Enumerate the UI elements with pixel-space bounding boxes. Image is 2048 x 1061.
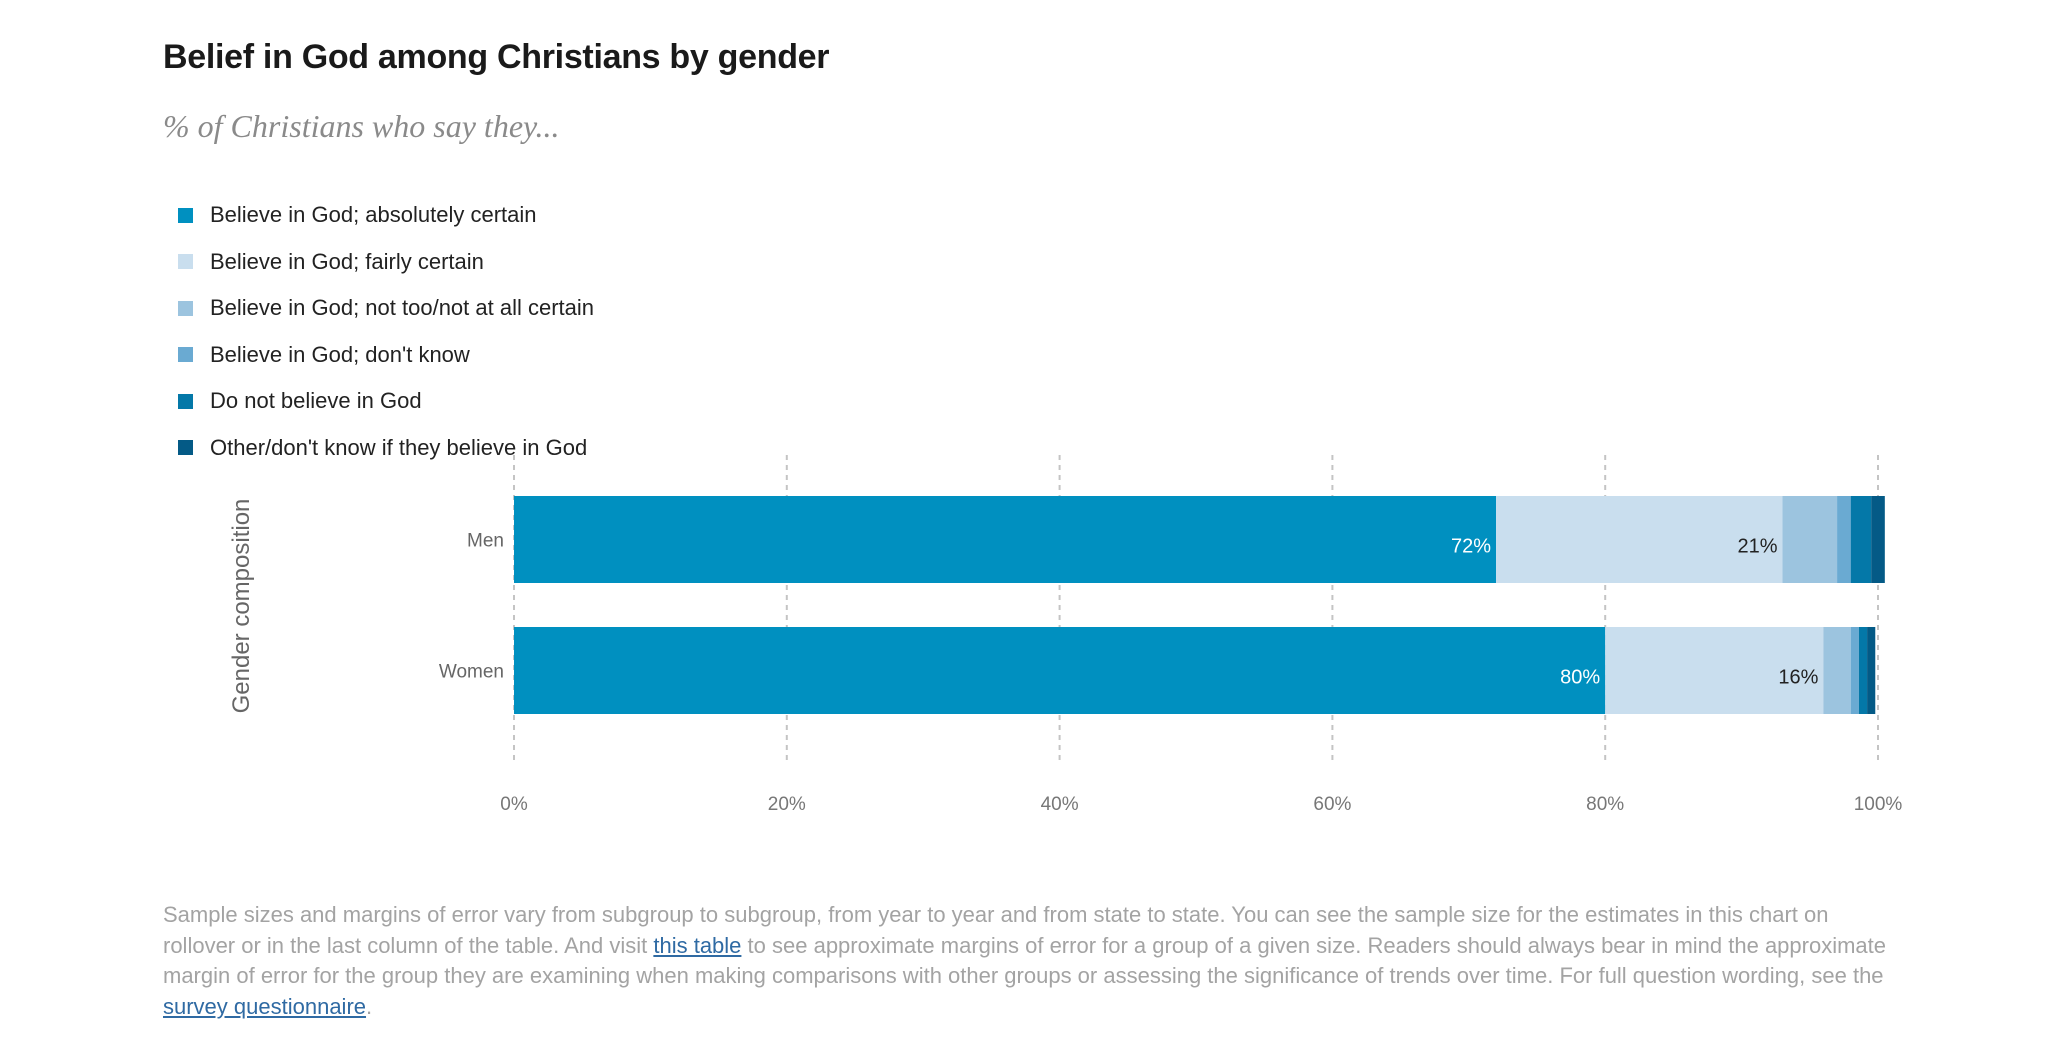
data-label: 16% <box>1778 667 1818 689</box>
legend-label: Believe in God; don't know <box>210 341 470 367</box>
bar-segment <box>1837 496 1851 583</box>
legend-swatch <box>178 440 193 456</box>
legend-swatch <box>178 393 193 409</box>
category-label: Women <box>439 662 504 683</box>
data-label: 80% <box>1560 667 1600 689</box>
legend-item: Believe in God; not too/not at all certa… <box>178 285 594 332</box>
data-label: 21% <box>1737 536 1777 558</box>
legend-label: Do not believe in God <box>210 388 422 414</box>
legend-item: Other/don't know if they believe in God <box>178 425 594 472</box>
chart-legend: Believe in God; absolutely certain Believ… <box>178 192 594 471</box>
legend-swatch <box>178 207 193 223</box>
x-tick-label: 0% <box>500 794 528 815</box>
bar-segment <box>514 496 1497 583</box>
legend-item: Do not believe in God <box>178 378 594 425</box>
legend-label: Believe in God; absolutely certain <box>210 202 537 228</box>
legend-label: Believe in God; fairly certain <box>210 248 484 274</box>
data-label: 72% <box>1451 536 1491 558</box>
category-label: Men <box>467 531 504 552</box>
x-tick-label: 100% <box>1854 794 1903 815</box>
bar-segment <box>514 627 1606 714</box>
footnote-text-2: to see approximate margins of error for … <box>163 932 1887 989</box>
legend-item: Believe in God; fairly certain <box>178 239 594 286</box>
bar-segment <box>1850 627 1859 714</box>
legend-swatch <box>178 254 193 270</box>
legend-item: Believe in God; absolutely certain <box>178 192 594 239</box>
chart-title: Belief in God among Christians by gender <box>163 38 830 76</box>
footnote: Sample sizes and margins of error vary f… <box>163 900 1893 1022</box>
x-tick-label: 20% <box>768 794 806 815</box>
bar-segment <box>1605 627 1824 714</box>
legend-swatch <box>178 347 193 363</box>
legend-swatch <box>178 300 193 316</box>
footnote-text-3: . <box>366 993 373 1019</box>
x-tick-label: 80% <box>1586 794 1624 815</box>
this-table-link[interactable]: this table <box>653 932 742 958</box>
stacked-bar-chart: 0% 20% 40% 60% 80% 100% Men 72% 21% Women 80% 16% <box>439 455 1903 815</box>
legend-label: Other/don't know if they believe in God <box>210 434 588 460</box>
bar-segment <box>1850 496 1872 583</box>
legend-item: Believe in God; don't know <box>178 332 594 379</box>
legend-label: Believe in God; not too/not at all certa… <box>210 295 595 321</box>
survey-questionnaire-link[interactable]: survey questionnaire <box>163 993 367 1019</box>
chart-subtitle: % of Christians who say they... <box>163 108 560 144</box>
bar-segment <box>1823 627 1851 714</box>
footnote-text-1: Sample sizes and margins of error vary f… <box>163 902 1829 958</box>
bar-segment <box>1782 496 1838 583</box>
bar-segment <box>1496 496 1783 583</box>
x-tick-label: 60% <box>1313 794 1351 815</box>
bar-segment <box>1858 627 1868 714</box>
x-tick-label: 40% <box>1041 794 1079 815</box>
bar-segment <box>1871 496 1885 583</box>
bar-segment <box>1867 627 1876 714</box>
